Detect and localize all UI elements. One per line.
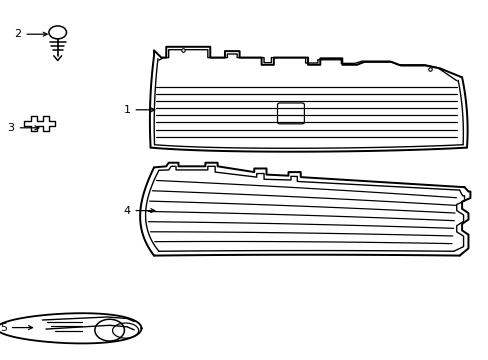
Text: 1: 1 <box>123 105 154 115</box>
Text: 4: 4 <box>123 206 154 216</box>
FancyBboxPatch shape <box>277 103 304 124</box>
Text: 2: 2 <box>14 29 47 39</box>
Text: 3: 3 <box>8 123 39 133</box>
Text: 5: 5 <box>0 323 32 333</box>
